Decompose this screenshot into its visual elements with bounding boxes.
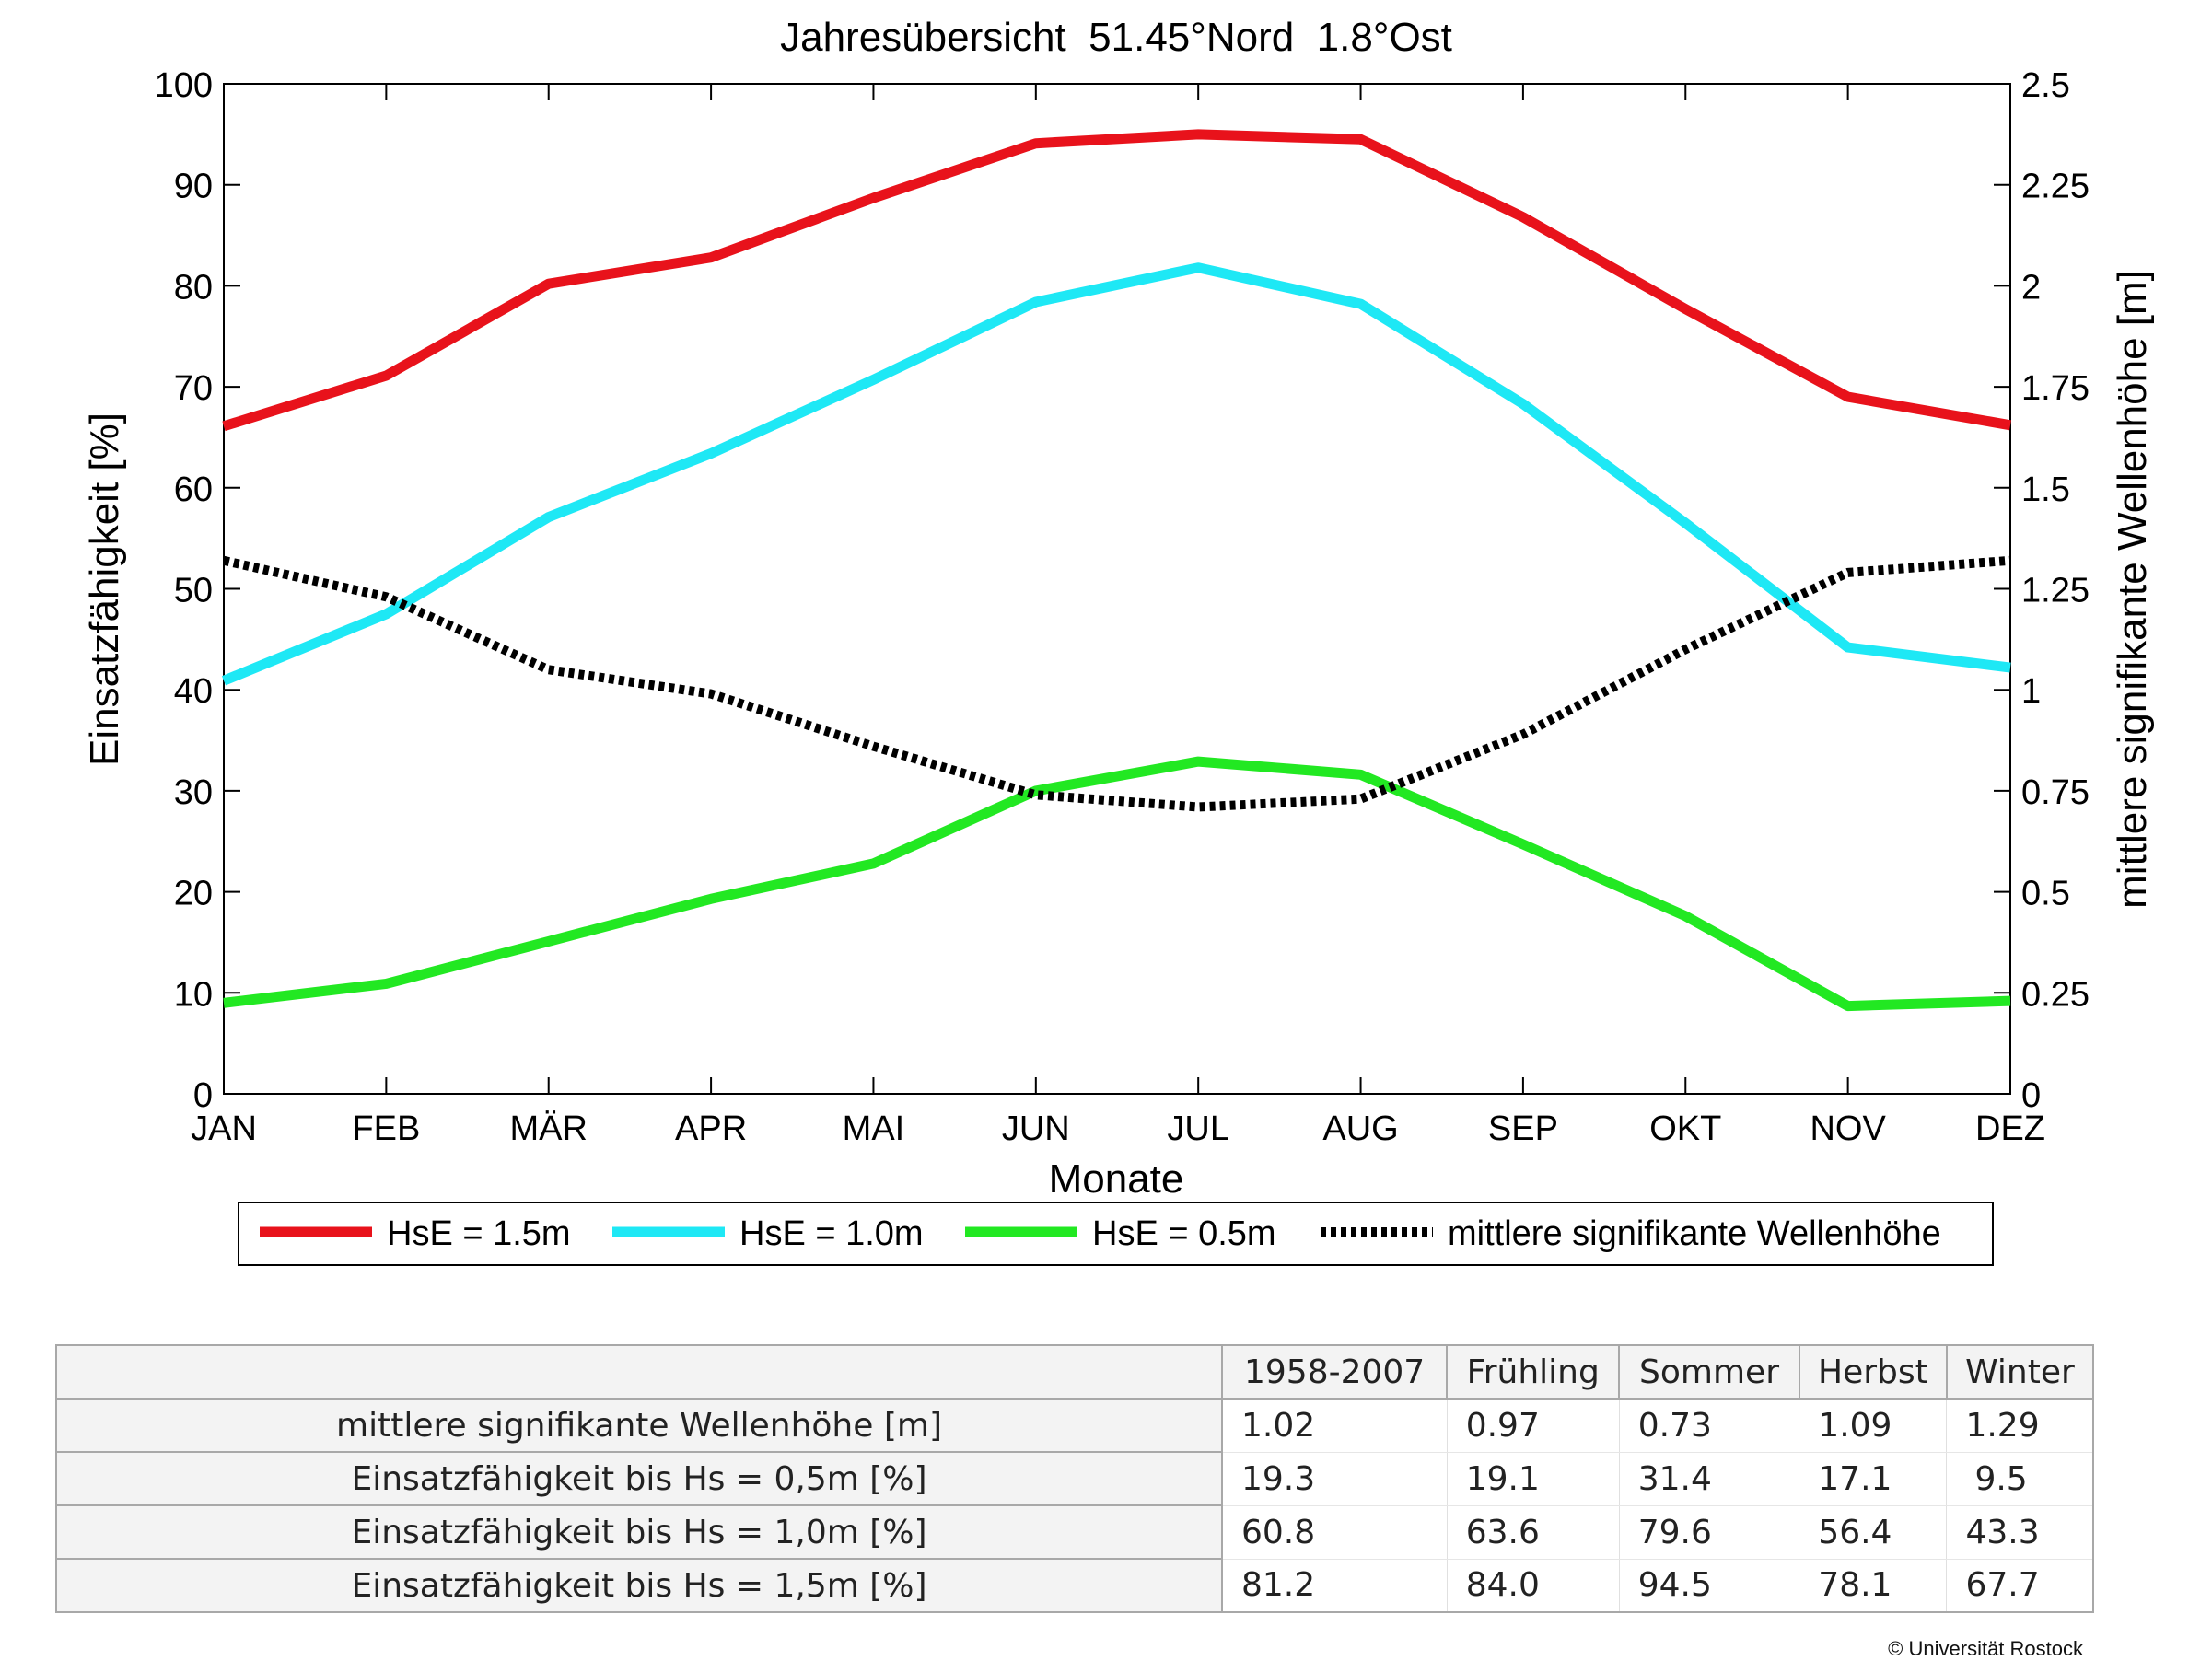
table-cell: 78.1 <box>1799 1559 1947 1612</box>
left-tick-label: 60 <box>174 470 213 509</box>
table-cell: 43.3 <box>1947 1505 2093 1559</box>
row-header: mittlere signifikante Wellenhöhe [m] <box>56 1399 1222 1452</box>
right-tick-label: 1 <box>2021 672 2041 711</box>
table-corner <box>56 1345 1222 1399</box>
legend-label: mittlere signifikante Wellenhöhe <box>1448 1214 1941 1253</box>
column-header: 1958-2007 <box>1222 1345 1447 1399</box>
right-tick-label: 1.75 <box>2021 369 2090 408</box>
left-tick-label: 70 <box>174 369 213 408</box>
x-tick-label: MAI <box>843 1109 905 1148</box>
table-cell: 94.5 <box>1619 1559 1799 1612</box>
table-cell: 67.7 <box>1947 1559 2093 1612</box>
legend: HsE = 1.5m HsE = 1.0m HsE = 0.5m mittlere s… <box>260 1214 1941 1253</box>
left-tick-label: 30 <box>174 773 213 812</box>
legend-label: HsE = 0.5m <box>1092 1214 1276 1253</box>
statistics-table: 1958-2007 Frühling Sommer Herbst Winter … <box>55 1344 2094 1613</box>
table-cell: 84.0 <box>1447 1559 1619 1612</box>
legend-label: HsE = 1.0m <box>739 1214 924 1253</box>
row-header: Einsatzfähigkeit bis Hs = 0,5m [%] <box>56 1452 1222 1505</box>
table-cell: 9.5 <box>1947 1452 2093 1505</box>
table-cell: 81.2 <box>1222 1559 1447 1612</box>
x-tick-label: DEZ <box>1975 1109 2045 1148</box>
table-cell: 56.4 <box>1799 1505 1947 1559</box>
x-tick-label: OKT <box>1649 1109 1721 1148</box>
y-axis-label-left: Einsatzfähigkeit [%] <box>82 412 127 766</box>
x-tick-label: MÄR <box>510 1109 588 1148</box>
table-row: Einsatzfähigkeit bis Hs = 1,0m [%] 60.8 … <box>56 1505 2093 1559</box>
x-tick-label: AUG <box>1322 1109 1398 1148</box>
table-row: mittlere signifikante Wellenhöhe [m] 1.0… <box>56 1399 2093 1452</box>
x-tick-label: JUN <box>1002 1109 1070 1148</box>
right-tick-label: 0.5 <box>2021 875 2070 913</box>
table-cell: 17.1 <box>1799 1452 1947 1505</box>
right-tick-label: 1.5 <box>2021 470 2070 509</box>
chart-title: Jahresübersicht 51.45°Nord 1.8°Ost <box>780 15 1452 60</box>
legend-label: HsE = 1.5m <box>387 1214 571 1253</box>
x-tick-label: JAN <box>191 1109 257 1148</box>
column-header: Winter <box>1947 1345 2093 1399</box>
table-cell: 60.8 <box>1222 1505 1447 1559</box>
left-tick-label: 10 <box>174 975 213 1014</box>
statistics-table-wrap: 1958-2007 Frühling Sommer Herbst Winter … <box>55 1344 2094 1613</box>
right-tick-label: 0.75 <box>2021 773 2090 812</box>
table-row: Einsatzfähigkeit bis Hs = 0,5m [%] 19.3 … <box>56 1452 2093 1505</box>
right-tick-label: 0.25 <box>2021 975 2090 1014</box>
x-tick-label: SEP <box>1488 1109 1558 1148</box>
table-cell: 0.97 <box>1447 1399 1619 1452</box>
right-tick-label: 2 <box>2021 268 2041 307</box>
copyright-notice: © Universität Rostock <box>1888 1637 2083 1661</box>
x-tick-label: JUL <box>1167 1109 1229 1148</box>
x-tick-label: NOV <box>1810 1109 1886 1148</box>
left-tick-label: 50 <box>174 572 213 610</box>
table-cell: 1.09 <box>1799 1399 1947 1452</box>
table-cell: 79.6 <box>1619 1505 1799 1559</box>
column-header: Frühling <box>1447 1345 1619 1399</box>
table-cell: 1.29 <box>1947 1399 2093 1452</box>
y-axis-label-right: mittlere signifikante Wellenhöhe [m] <box>2110 270 2155 909</box>
left-tick-label: 80 <box>174 268 213 307</box>
table-row: Einsatzfähigkeit bis Hs = 1,5m [%] 81.2 … <box>56 1559 2093 1612</box>
row-header: Einsatzfähigkeit bis Hs = 1,5m [%] <box>56 1559 1222 1612</box>
x-tick-label: APR <box>675 1109 747 1148</box>
table-cell: 1.02 <box>1222 1399 1447 1452</box>
left-tick-label: 20 <box>174 875 213 913</box>
left-tick-label: 90 <box>174 168 213 206</box>
table-cell: 31.4 <box>1619 1452 1799 1505</box>
right-tick-label: 2.25 <box>2021 168 2090 206</box>
table-header-row: 1958-2007 Frühling Sommer Herbst Winter <box>56 1345 2093 1399</box>
table-cell: 0.73 <box>1619 1399 1799 1452</box>
row-header: Einsatzfähigkeit bis Hs = 1,0m [%] <box>56 1505 1222 1559</box>
table-cell: 19.3 <box>1222 1452 1447 1505</box>
right-tick-label: 1.25 <box>2021 572 2090 610</box>
table-cell: 19.1 <box>1447 1452 1619 1505</box>
x-axis-label: Monate <box>1049 1156 1184 1202</box>
left-tick-label: 100 <box>155 66 213 105</box>
column-header: Herbst <box>1799 1345 1947 1399</box>
right-tick-label: 2.5 <box>2021 66 2070 105</box>
chart: Jahresübersicht 51.45°Nord 1.8°Ost 01020… <box>0 0 2212 1307</box>
column-header: Sommer <box>1619 1345 1799 1399</box>
left-tick-label: 40 <box>174 672 213 711</box>
x-tick-label: FEB <box>352 1109 420 1148</box>
table-cell: 63.6 <box>1447 1505 1619 1559</box>
